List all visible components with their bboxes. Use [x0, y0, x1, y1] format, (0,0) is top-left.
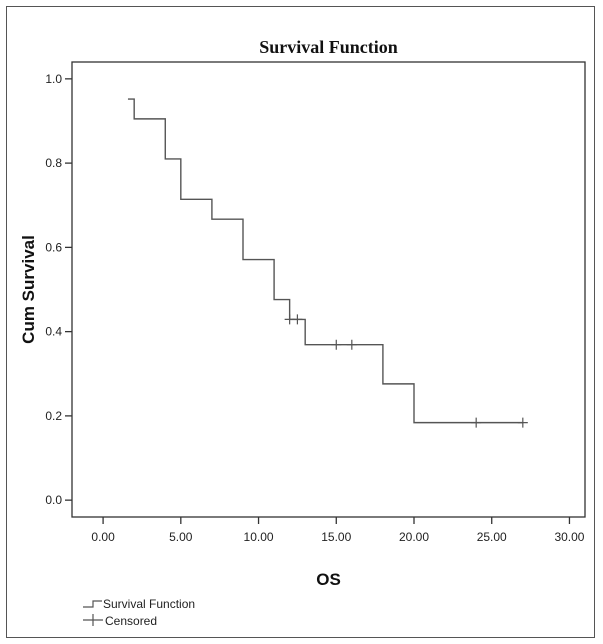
- legend: Survival Function Censored: [83, 597, 195, 628]
- y-tick-label: 0.4: [45, 325, 62, 339]
- censor-layer: [284, 314, 528, 428]
- y-tick-label: 0.8: [45, 156, 62, 170]
- series-layer: [127, 98, 523, 424]
- censored-marker: [471, 417, 482, 428]
- x-axis: 0.00 5.00 10.00 15.00 20.00 25.00 30.00: [91, 517, 585, 544]
- legend-censored-label: Censored: [105, 614, 157, 628]
- y-tick-label: 0.2: [45, 409, 62, 423]
- x-tick-label: 30.00: [554, 530, 584, 544]
- y-tick-label: 0.0: [45, 493, 62, 507]
- chart-title: Survival Function: [259, 37, 398, 57]
- censored-marker: [292, 314, 303, 325]
- legend-survival-symbol: [83, 600, 102, 608]
- chart-frame: Survival Function 0.0 0.2 0.4 0.6 0.8 1.0 0.0…: [6, 6, 595, 638]
- censored-marker: [331, 339, 342, 350]
- y-tick-label: 1.0: [45, 72, 62, 86]
- y-axis: 0.0 0.2 0.4 0.6 0.8 1.0: [45, 72, 72, 507]
- legend-censored-symbol: [83, 614, 103, 626]
- x-tick-label: 10.00: [244, 530, 274, 544]
- plot-area: [71, 61, 586, 518]
- survival-chart: Survival Function 0.0 0.2 0.4 0.6 0.8 1.0 0.0…: [19, 37, 586, 628]
- legend-survival-label: Survival Function: [103, 597, 195, 611]
- survival-step-line: [127, 98, 523, 424]
- x-tick-label: 20.00: [399, 530, 429, 544]
- x-tick-label: 25.00: [477, 530, 507, 544]
- x-axis-title: OS: [316, 570, 341, 589]
- x-tick-label: 15.00: [321, 530, 351, 544]
- censored-marker: [346, 339, 357, 350]
- x-tick-label: 0.00: [91, 530, 115, 544]
- y-tick-label: 0.6: [45, 240, 62, 254]
- censored-marker: [517, 417, 528, 428]
- y-axis-title: Cum Survival: [19, 235, 38, 344]
- x-tick-label: 5.00: [169, 530, 193, 544]
